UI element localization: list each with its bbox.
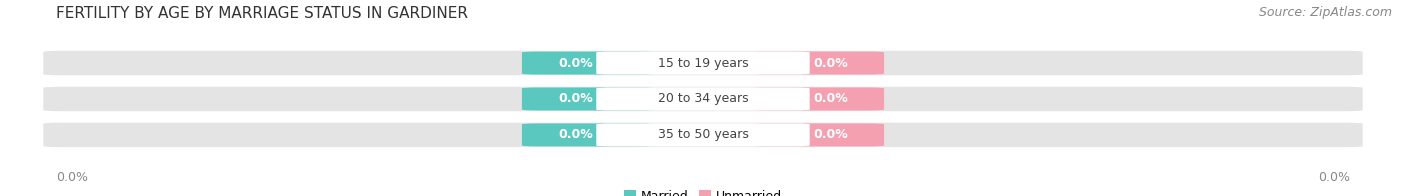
Text: Source: ZipAtlas.com: Source: ZipAtlas.com — [1258, 6, 1392, 19]
Text: 0.0%: 0.0% — [813, 57, 848, 70]
FancyBboxPatch shape — [44, 51, 1362, 75]
FancyBboxPatch shape — [596, 87, 810, 111]
FancyBboxPatch shape — [752, 52, 884, 74]
FancyBboxPatch shape — [596, 52, 810, 74]
Text: FERTILITY BY AGE BY MARRIAGE STATUS IN GARDINER: FERTILITY BY AGE BY MARRIAGE STATUS IN G… — [56, 6, 468, 21]
FancyBboxPatch shape — [44, 123, 1362, 147]
Text: 0.0%: 0.0% — [558, 128, 593, 141]
FancyBboxPatch shape — [522, 87, 655, 111]
FancyBboxPatch shape — [596, 123, 810, 146]
Text: 20 to 34 years: 20 to 34 years — [658, 93, 748, 105]
Text: 35 to 50 years: 35 to 50 years — [658, 128, 748, 141]
FancyBboxPatch shape — [752, 123, 884, 146]
FancyBboxPatch shape — [752, 87, 884, 111]
Text: 0.0%: 0.0% — [813, 93, 848, 105]
Legend: Married, Unmarried: Married, Unmarried — [624, 190, 782, 196]
Text: 0.0%: 0.0% — [1317, 171, 1350, 184]
FancyBboxPatch shape — [522, 123, 655, 146]
Text: 0.0%: 0.0% — [56, 171, 89, 184]
Text: 0.0%: 0.0% — [558, 93, 593, 105]
FancyBboxPatch shape — [44, 87, 1362, 111]
FancyBboxPatch shape — [522, 52, 655, 74]
Text: 0.0%: 0.0% — [813, 128, 848, 141]
Text: 0.0%: 0.0% — [558, 57, 593, 70]
Text: 15 to 19 years: 15 to 19 years — [658, 57, 748, 70]
